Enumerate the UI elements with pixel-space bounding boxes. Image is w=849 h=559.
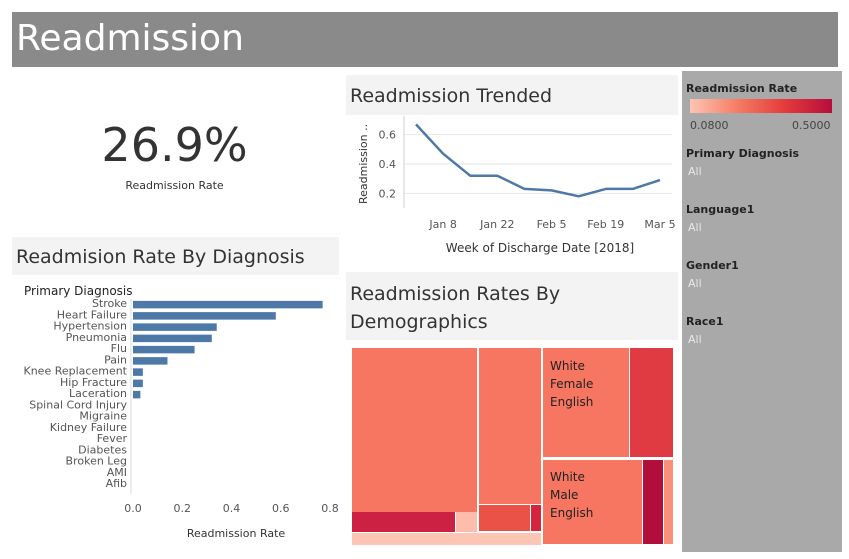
color-legend-title: Readmission Rate [686,82,798,95]
treemap-label-line: English [550,506,594,520]
trend-y-tick-label: 0.4 [379,158,397,171]
treemap-label-line: Male [550,488,579,502]
filter-gender-value[interactable]: All [688,277,702,290]
diagnosis-x-axis-label: Readmission Rate [187,527,286,540]
diagnosis-category-label: Diabetes [78,443,127,456]
diagnosis-bar[interactable] [133,323,217,331]
treemap-label-line: English [550,395,594,409]
treemap-cell[interactable] [352,533,541,545]
diagnosis-category-label: Afib [106,477,127,490]
trend-x-tick-label: Feb 19 [587,218,624,231]
diagnosis-category-label: AMI [107,466,127,479]
treemap-label-white-female-english: White Female English [550,357,593,411]
treemap-cell[interactable] [352,512,455,532]
trend-x-tick-label: Feb 5 [537,218,567,231]
diagnosis-category-label: Pain [104,353,127,366]
kpi-readmission-label: Readmission Rate [125,179,224,192]
diagnosis-category-label: Kidney Failure [50,421,127,434]
diagnosis-bar[interactable] [133,334,212,343]
demographics-chart-title: Readmission Rates By Demographics [346,272,678,340]
treemap-cell[interactable] [456,512,477,532]
demographics-treemap[interactable] [346,344,680,549]
treemap-label-line: Female [550,377,594,391]
diagnosis-x-tick-label: 0.6 [272,502,290,515]
diagnosis-bar[interactable] [133,300,323,309]
trend-x-axis-label: Week of Discharge Date [2018] [446,241,634,255]
diagnosis-category-label: Broken Leg [66,455,127,468]
filters-sidebar: Readmission Rate 0.0800 0.5000 Primary D… [682,71,842,552]
filter-race-title: Race1 [686,315,724,328]
kpi-readmission-value: 26.9% [101,118,248,172]
diagnosis-category-label: Pneumonia [66,331,127,344]
treemap-cell[interactable] [479,348,541,504]
diagnosis-category-label: Fever [97,432,128,445]
treemap-cell[interactable] [643,460,663,544]
diagnosis-category-label: Laceration [69,387,127,400]
diagnosis-bar[interactable] [133,345,195,354]
filter-language-title: Language1 [686,203,755,216]
diagnosis-category-label: Stroke [92,297,127,310]
color-legend-max: 0.5000 [792,119,831,132]
treemap-cell[interactable] [543,460,642,544]
diagnosis-chart-title: Readmision Rate By Diagnosis [12,237,339,275]
diagnosis-category-label: Spinal Cord Injury [29,398,127,411]
diagnosis-category-label: Migraine [79,410,127,423]
treemap-label-line: White [550,359,585,373]
treemap-cell[interactable] [531,505,541,531]
treemap-cell[interactable] [664,460,673,544]
diagnosis-category-label: Hip Fracture [60,376,127,389]
diagnosis-x-tick-label: 0.0 [124,502,142,515]
trend-y-axis-label: Readmission .. [357,124,370,204]
diagnosis-bar[interactable] [133,379,143,388]
diagnosis-x-tick-label: 0.4 [223,502,241,515]
filter-gender-title: Gender1 [686,259,739,272]
trend-line-chart[interactable]: 0.2 0.4 0.6 Jan 8 Jan 22 Feb 5 Feb 19 Mar 5 Re… [346,116,680,261]
dashboard-title-bar: Readmission [12,12,838,67]
diagnosis-category-label: Hypertension [53,320,127,333]
diagnosis-category-label: Flu [111,342,127,355]
filter-primary-diagnosis-title: Primary Diagnosis [686,147,800,160]
treemap-label-white-male-english: White Male English [550,468,593,522]
color-legend-gradient [690,99,832,113]
diagnosis-bar[interactable] [133,357,168,365]
treemap-cell[interactable] [543,348,629,457]
diagnosis-x-tick-label: 0.8 [321,502,339,515]
trend-y-tick-label: 0.2 [379,187,397,200]
diagnosis-bar[interactable] [133,312,276,320]
diagnosis-bar[interactable] [133,368,143,376]
treemap-cell[interactable] [479,505,530,531]
diagnosis-category-label: Heart Failure [57,308,128,321]
trend-x-tick-label: Mar 5 [644,218,675,231]
trend-series-line[interactable] [415,123,661,198]
dashboard-title: Readmission [16,18,244,59]
diagnosis-category-header: Primary Diagnosis [24,284,133,298]
trend-chart-title: Readmission Trended [346,75,678,115]
treemap-cell[interactable] [352,348,477,512]
diagnosis-x-tick-label: 0.2 [174,502,192,515]
trend-x-tick-label: Jan 22 [479,218,514,231]
treemap-cell[interactable] [630,348,673,457]
filter-language-value[interactable]: All [688,221,702,234]
treemap-label-line: White [550,470,585,484]
color-legend-min: 0.0800 [690,119,729,132]
filter-race-value[interactable]: All [688,333,702,346]
diagnosis-bar[interactable] [133,390,141,399]
trend-y-tick-label: 0.6 [379,129,397,142]
trend-x-tick-label: Jan 8 [428,218,456,231]
filter-primary-diagnosis-value[interactable]: All [688,165,702,178]
diagnosis-category-label: Knee Replacement [24,365,128,378]
